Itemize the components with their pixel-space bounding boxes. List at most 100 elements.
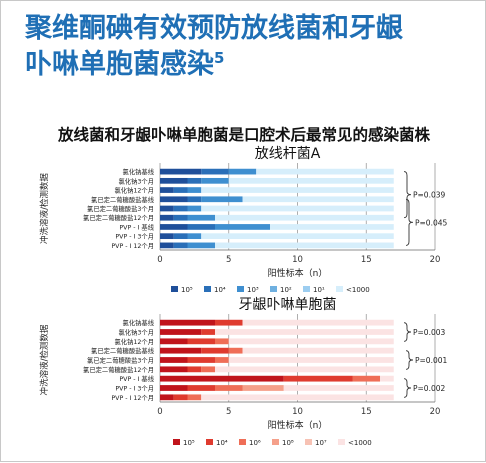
y-tick-label: 氯化钠12个月 — [115, 186, 155, 195]
bar-segment — [215, 385, 243, 391]
legend-label: 10² — [280, 286, 292, 294]
bar-segment — [270, 224, 394, 230]
bar-segment — [187, 394, 202, 401]
bar-segment — [160, 375, 284, 382]
y-tick-label: PVP - I 12个月 — [111, 394, 154, 402]
legend-label: 10⁴ — [216, 439, 228, 447]
page-title: 聚维酮碘有效预防放线菌和牙龈 卟啉单胞菌感染5 — [25, 11, 477, 83]
bar-segment — [187, 187, 202, 193]
x-tick-label: 15 — [361, 255, 372, 265]
bar-segment — [201, 168, 229, 175]
x-axis-label: 阳性标本（n） — [268, 267, 328, 279]
x-tick-label: 0 — [157, 255, 162, 265]
bar-segment — [160, 214, 174, 221]
bar-segment — [173, 187, 188, 193]
x-tick-label: 10 — [292, 255, 303, 265]
bar-segment — [187, 224, 215, 230]
bar-segment — [173, 214, 188, 221]
bar-segment — [283, 385, 394, 391]
title-line-1: 聚维酮碘有效预防放线菌和牙龈 — [25, 13, 403, 44]
bar-segment — [187, 338, 215, 345]
legend-swatch — [237, 286, 244, 292]
y-tick-label: 氯已定二葡糖酸盐3个月 — [87, 204, 154, 213]
bar-segment — [283, 375, 353, 382]
bar-segment — [160, 394, 174, 401]
bar-segment — [160, 196, 188, 203]
bar-segment — [215, 319, 243, 326]
x-tick-label: 10 — [292, 407, 303, 417]
bar-segment — [201, 196, 243, 203]
legend-swatch — [173, 439, 180, 445]
legend-swatch — [206, 439, 213, 445]
y-tick-label: 氯化钠12个月 — [115, 337, 155, 346]
bar-segment — [160, 319, 215, 326]
y-tick-label: 氯已定二葡糖酸盐基线 — [91, 195, 155, 204]
bar-segment — [215, 338, 229, 345]
bar-segment — [201, 394, 394, 401]
bar-segment — [160, 366, 188, 373]
bar-segment — [173, 205, 188, 212]
bar-segment — [201, 187, 394, 193]
y-tick-label: 氯化钠基线 — [123, 318, 155, 327]
y-tick-label: PVP - I 基线 — [119, 374, 154, 383]
legend-swatch — [338, 439, 345, 445]
bar-segment — [201, 366, 215, 373]
bar-segment — [160, 168, 202, 175]
y-tick-label: 氯化钠3个月 — [119, 176, 155, 185]
bar-segment — [228, 347, 243, 354]
bar-segment — [160, 242, 174, 249]
bar-segment — [160, 385, 188, 391]
bar-segment — [228, 168, 257, 175]
legend-swatch — [171, 286, 178, 292]
x-tick-label: 5 — [226, 255, 231, 265]
y-tick-label: 氯化钠3个月 — [119, 328, 155, 337]
bar-segment — [160, 233, 174, 240]
bar-segment — [228, 338, 394, 345]
x-tick-label: 15 — [361, 407, 372, 417]
significance-bracket — [405, 198, 414, 246]
y-tick-label: 氯化钠基线 — [123, 167, 155, 176]
p-value-label: P=0.001 — [415, 356, 448, 365]
y-axis-label: 冲洗溶液/检测数据 — [39, 173, 50, 244]
significance-bracket — [403, 171, 412, 219]
y-tick-label: PVP - I 基线 — [119, 222, 154, 231]
bar-segment — [215, 224, 270, 230]
legend-label: 10⁵ — [181, 286, 193, 294]
bar-segment — [228, 357, 394, 363]
p-value-label: P=0.039 — [413, 191, 446, 200]
significance-bracket — [403, 378, 412, 398]
y-tick-label: PVP - I 3个月 — [115, 233, 154, 241]
p-value-label: P=0.002 — [413, 384, 446, 393]
bar-segment — [215, 366, 394, 373]
bar-segment — [201, 177, 229, 184]
bar-segment — [242, 347, 394, 354]
legend-label: 10⁷ — [315, 439, 327, 447]
bar-segment — [242, 196, 394, 203]
x-axis-label: 阳性标本（n） — [268, 419, 328, 431]
legend-swatch — [305, 439, 312, 445]
bar-segment — [201, 347, 229, 354]
bar-segment — [201, 205, 394, 212]
bar-segment — [187, 357, 215, 363]
bar-segment — [228, 177, 394, 184]
bar-segment — [187, 242, 215, 249]
bar-segment — [187, 385, 215, 391]
bar-segment — [256, 168, 394, 175]
bar-segment — [160, 177, 188, 184]
y-tick-label: 氯已定二葡糖酸盐基线 — [91, 346, 155, 355]
bar-segment — [215, 357, 229, 363]
bar-segment — [187, 366, 202, 373]
legend-label: 10³ — [247, 286, 259, 294]
y-tick-label: PVP - I 3个月 — [115, 385, 154, 393]
p-value-label: P=0.003 — [413, 328, 446, 337]
bar-segment — [380, 375, 394, 382]
bar-segment — [187, 196, 202, 203]
bar-segment — [160, 357, 188, 363]
legend-label: 10⁴ — [214, 286, 226, 294]
x-tick-label: 20 — [430, 407, 441, 417]
bar-segment — [215, 214, 394, 221]
bar-segment — [173, 233, 188, 240]
y-tick-label: 氯已定二葡糖酸盐12个月 — [83, 213, 154, 222]
legend-label: 10¹ — [313, 286, 325, 294]
